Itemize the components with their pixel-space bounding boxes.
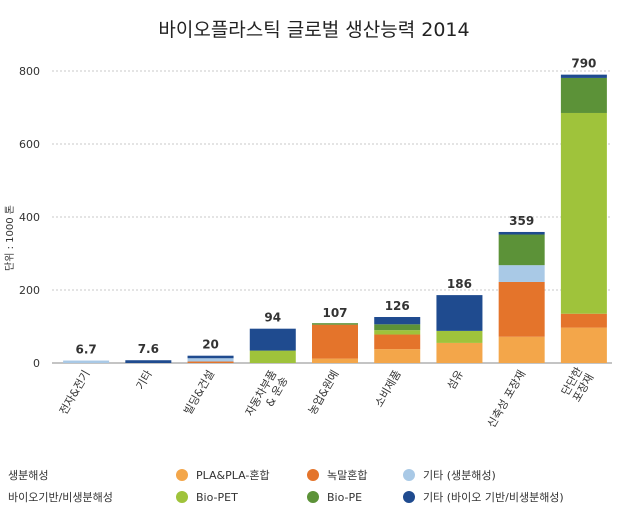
bar-segment	[187, 358, 234, 362]
legend-entry: 기타 (바이오 기반/비생분해성)	[423, 490, 564, 504]
bar-segment	[436, 330, 483, 343]
bar-segment	[312, 358, 358, 363]
bar-total-label: 20	[202, 338, 219, 352]
x-tick-label: 기타	[134, 368, 155, 392]
bar-segment	[187, 361, 234, 363]
y-tick-label: 0	[33, 357, 40, 370]
legend-group-biodegradable: 생분해성	[8, 468, 48, 482]
bar-segment	[63, 360, 110, 363]
legend-swatch	[176, 491, 188, 503]
bar-segment	[374, 324, 421, 331]
svg-text:신축성 포장재: 신축성 포장재	[485, 368, 528, 430]
x-tick-label: 전자&전기	[57, 368, 93, 417]
legend-swatch	[176, 469, 188, 481]
x-tick-label: 소비제품	[372, 368, 404, 410]
category-labels: 전자&전기 기타 빌딩&건설 자동차부품& 운송 농업&원예 소비제품 섬유 신축성 포장재 단…	[57, 365, 597, 430]
bar-segment	[498, 234, 545, 266]
svg-text:기타: 기타	[134, 368, 155, 392]
bar-segment	[374, 334, 421, 350]
bar-total-label: 126	[385, 299, 410, 313]
legend-entry: PLA&PLA-혼합	[196, 469, 270, 482]
bar-segment	[560, 313, 607, 328]
legend-entry: 기타 (생분해성)	[423, 468, 496, 482]
bar-segment	[374, 349, 421, 363]
svg-text:전자&전기: 전자&전기	[57, 368, 93, 417]
bar-segment	[498, 265, 545, 282]
chart-title: 바이오플라스틱 글로벌 생산능력 2014	[158, 19, 469, 41]
total-labels: 6.7 7.6 20 94 107 126 186 359 790	[75, 57, 596, 357]
bar-segment	[498, 231, 545, 235]
bar-total-label: 359	[509, 214, 534, 228]
bar-segment	[560, 112, 607, 314]
bar-segment	[498, 336, 545, 363]
bar-segment	[249, 350, 296, 363]
y-tick-label: 800	[19, 65, 40, 78]
bar-segment	[374, 317, 421, 325]
legend-swatch	[403, 491, 415, 503]
bar-total-label: 790	[571, 57, 596, 71]
bar-total-label: 94	[264, 311, 281, 325]
svg-text:소비제품: 소비제품	[372, 368, 404, 410]
svg-text:농업&원예: 농업&원예	[306, 368, 342, 417]
svg-text:섬유: 섬유	[445, 368, 466, 392]
bars	[63, 74, 607, 363]
bar-segment	[560, 327, 607, 363]
bar-segment	[498, 281, 545, 337]
y-axis-label: 단위 : 1000 톤	[3, 205, 16, 271]
legend-swatch	[307, 491, 319, 503]
svg-text:빌딩&건설: 빌딩&건설	[181, 368, 217, 417]
x-tick-label: 자동차부품& 운송	[243, 368, 291, 418]
y-tick-label: 200	[19, 284, 40, 297]
y-tick-label: 400	[19, 211, 40, 224]
bar-total-label: 107	[322, 306, 347, 320]
bar-total-label: 7.6	[138, 342, 159, 356]
bar-segment	[560, 77, 607, 113]
legend-swatch	[307, 469, 319, 481]
legend-entry: Bio-PE	[327, 491, 362, 504]
bar-segment	[249, 328, 296, 351]
gridlines	[52, 70, 612, 291]
legend-entry: 녹말혼합	[327, 469, 367, 482]
bar-segment	[125, 360, 172, 363]
bar-total-label: 186	[447, 277, 472, 291]
legend-swatch	[403, 469, 415, 481]
legend: 생분해성 바이오기반/비생분해성 PLA&PLA-혼합 녹말혼합 기타 (생분해성)…	[8, 468, 564, 504]
y-axis-ticks: 0 200 400 600 800	[19, 65, 40, 370]
bar-segment	[187, 355, 234, 359]
bar-segment	[436, 295, 483, 331]
x-tick-label: 섬유	[445, 368, 466, 392]
legend-entry: Bio-PET	[196, 491, 238, 504]
bar-segment	[436, 342, 483, 363]
x-tick-label: 신축성 포장재	[485, 368, 528, 430]
x-tick-label: 빌딩&건설	[181, 368, 217, 417]
bar-segment	[312, 323, 358, 325]
bar-total-label: 6.7	[75, 343, 96, 357]
bar-segment	[374, 330, 421, 335]
bar-segment	[312, 324, 358, 359]
x-tick-label: 농업&원예	[306, 368, 342, 417]
bar-segment	[560, 74, 607, 78]
y-tick-label: 600	[19, 138, 40, 151]
legend-group-biobased: 바이오기반/비생분해성	[8, 490, 113, 504]
